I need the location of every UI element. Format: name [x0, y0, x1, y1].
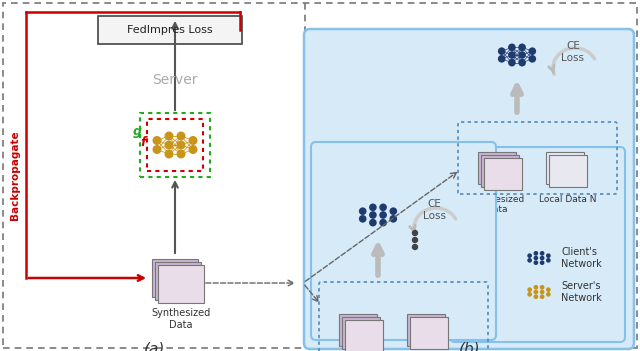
- Circle shape: [413, 238, 417, 243]
- FancyBboxPatch shape: [155, 262, 201, 300]
- Text: CE
Loss: CE Loss: [422, 199, 445, 221]
- Circle shape: [380, 211, 387, 219]
- Circle shape: [177, 132, 186, 140]
- Circle shape: [164, 132, 173, 140]
- Circle shape: [413, 231, 417, 236]
- Text: (a): (a): [144, 341, 166, 351]
- Circle shape: [546, 258, 550, 263]
- FancyBboxPatch shape: [484, 158, 522, 190]
- FancyBboxPatch shape: [342, 317, 380, 349]
- Circle shape: [534, 285, 538, 290]
- Circle shape: [529, 47, 536, 55]
- FancyBboxPatch shape: [407, 314, 445, 346]
- FancyBboxPatch shape: [158, 265, 204, 303]
- Circle shape: [534, 294, 538, 299]
- Text: Synthesized
Data: Synthesized Data: [152, 308, 211, 330]
- FancyBboxPatch shape: [311, 142, 496, 340]
- FancyBboxPatch shape: [481, 155, 519, 187]
- Circle shape: [546, 292, 550, 297]
- Circle shape: [540, 260, 545, 265]
- Circle shape: [534, 251, 538, 256]
- Circle shape: [534, 256, 538, 260]
- Circle shape: [527, 287, 532, 292]
- Text: Backpropagate: Backpropagate: [10, 130, 20, 220]
- Text: FedImpres Loss: FedImpres Loss: [127, 25, 213, 35]
- Circle shape: [380, 204, 387, 211]
- Circle shape: [498, 47, 506, 55]
- Circle shape: [177, 140, 186, 150]
- Circle shape: [164, 150, 173, 159]
- Circle shape: [540, 251, 545, 256]
- Circle shape: [527, 292, 532, 297]
- Circle shape: [527, 253, 532, 258]
- Circle shape: [498, 55, 506, 62]
- Circle shape: [152, 136, 161, 145]
- Circle shape: [390, 207, 397, 215]
- Circle shape: [380, 219, 387, 226]
- Circle shape: [527, 258, 532, 263]
- Text: Local Data N: Local Data N: [540, 195, 596, 204]
- Circle shape: [534, 290, 538, 294]
- Circle shape: [508, 51, 516, 59]
- Circle shape: [164, 140, 173, 150]
- Circle shape: [359, 215, 367, 223]
- Circle shape: [189, 136, 198, 145]
- Circle shape: [152, 145, 161, 154]
- Circle shape: [540, 285, 545, 290]
- FancyBboxPatch shape: [549, 155, 587, 187]
- Text: CE
Loss: CE Loss: [561, 41, 584, 63]
- FancyBboxPatch shape: [450, 147, 625, 342]
- FancyBboxPatch shape: [152, 259, 198, 297]
- Circle shape: [546, 253, 550, 258]
- Text: Server's
Network: Server's Network: [561, 281, 602, 303]
- FancyBboxPatch shape: [304, 29, 634, 349]
- Circle shape: [369, 211, 377, 219]
- Text: g: g: [132, 125, 141, 138]
- FancyBboxPatch shape: [345, 320, 383, 351]
- FancyBboxPatch shape: [546, 152, 584, 184]
- Text: f: f: [140, 137, 146, 150]
- Circle shape: [390, 215, 397, 223]
- Circle shape: [529, 55, 536, 62]
- FancyBboxPatch shape: [98, 16, 242, 44]
- FancyBboxPatch shape: [478, 152, 516, 184]
- Text: Synthesized
Data: Synthesized Data: [469, 195, 525, 214]
- Circle shape: [177, 150, 186, 159]
- Text: Server: Server: [152, 73, 198, 87]
- FancyBboxPatch shape: [410, 317, 448, 349]
- Circle shape: [359, 207, 367, 215]
- Circle shape: [546, 287, 550, 292]
- Circle shape: [189, 145, 198, 154]
- Circle shape: [413, 245, 417, 250]
- Circle shape: [540, 256, 545, 260]
- Circle shape: [508, 44, 516, 51]
- FancyBboxPatch shape: [339, 314, 377, 346]
- Circle shape: [540, 294, 545, 299]
- Circle shape: [508, 59, 516, 66]
- Text: Client's
Network: Client's Network: [561, 247, 602, 269]
- Circle shape: [518, 44, 526, 51]
- Circle shape: [369, 204, 377, 211]
- Circle shape: [518, 51, 526, 59]
- Circle shape: [534, 260, 538, 265]
- Circle shape: [369, 219, 377, 226]
- Circle shape: [518, 59, 526, 66]
- Circle shape: [540, 290, 545, 294]
- Text: (b): (b): [459, 341, 481, 351]
